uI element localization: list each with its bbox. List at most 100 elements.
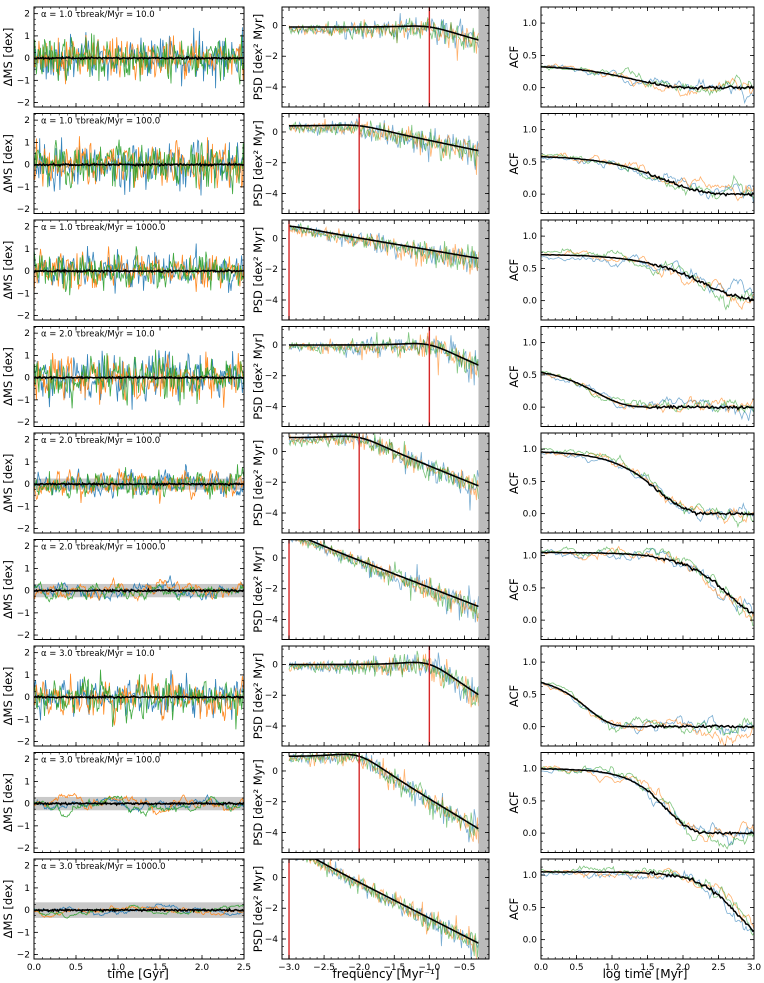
y-tick-label: 1	[24, 671, 30, 681]
timeseries-panel: −2 −1 0 1 2 0.0 0.5 1.0 1.5 2.0 2.5 α = 3.0 τbreak/…	[1, 858, 251, 973]
y-tick-label: 1	[24, 777, 30, 787]
psd-y-label: PSD [dex² Myr]	[251, 440, 265, 526]
y-tick-label: 0	[24, 54, 30, 64]
acf-mean-line	[541, 371, 754, 411]
acf-y-label: ACF	[507, 791, 521, 813]
panel-frame	[281, 326, 490, 427]
acf-mean-line	[541, 681, 754, 729]
row-7: −2 −1 0 1 2 α = 3.0 τbreak/Myr = 10.0 ΔMS [dex…	[1, 645, 755, 748]
acf-y-label: ACF	[507, 259, 521, 281]
acf-data	[541, 545, 754, 627]
blue-realization	[34, 575, 244, 602]
y-tick-label: 0.5	[523, 584, 537, 594]
green-psd	[288, 222, 479, 271]
timeseries-panel: −2 −1 0 1 2 α = 2.0 τbreak/Myr = 100.0 ΔMS [de…	[1, 432, 245, 535]
panel-frame	[33, 539, 245, 640]
y-tick-label: 0	[272, 873, 278, 883]
y-tick-label: 0	[24, 906, 30, 916]
y-tick-label: 1.0	[523, 126, 538, 136]
y-tick-label: −2	[265, 904, 278, 914]
acf-y-label: ACF	[507, 46, 521, 68]
y-tick-label: −2	[265, 478, 278, 488]
panel-frame	[33, 219, 245, 321]
y-tick-label: 2	[24, 862, 30, 872]
y-tick-label: 1	[24, 245, 30, 255]
panel-frame	[33, 6, 245, 108]
nyquist-shade	[478, 220, 489, 320]
orange-realization	[34, 136, 244, 190]
row-2: −2 −1 0 1 2 α = 1.0 τbreak/Myr = 100.0 ΔMS [de…	[1, 113, 755, 215]
acf-y-label: ACF	[507, 152, 521, 174]
y-tick-label: 0	[24, 693, 30, 703]
y-tick-label: −2	[17, 525, 30, 535]
blue-acf	[541, 450, 754, 523]
psd-panel: −4 −2 0 PSD [dex² Myr]	[251, 539, 490, 640]
y-tick-label: 1.0	[523, 232, 538, 242]
x-tick-label: 1.0	[111, 963, 126, 973]
green-realization	[34, 33, 244, 85]
psd-y-label: PSD [dex² Myr]	[251, 227, 265, 313]
y-tick-label: −1	[17, 715, 30, 725]
y-tick-label: 0	[272, 660, 278, 670]
green-psd	[289, 859, 479, 958]
psd-y-label: PSD [dex² Myr]	[251, 120, 265, 206]
y-tick-label: 2	[24, 223, 30, 233]
psd-data	[288, 113, 489, 214]
green-psd	[288, 752, 479, 838]
acf-data	[541, 152, 754, 205]
blue-acf	[541, 682, 754, 736]
green-psd	[289, 539, 479, 620]
acf-panel: 0.0 0.5 1.0 ACF	[507, 645, 755, 747]
y-tick-label: 0	[272, 234, 278, 244]
y-tick-label: −4	[265, 190, 279, 200]
timeseries-y-label: ΔMS [dex]	[1, 667, 15, 726]
x-tick-label: 1.5	[153, 963, 167, 973]
orange-acf	[541, 545, 754, 622]
blue-realization	[34, 243, 244, 294]
mean-line	[34, 694, 244, 701]
acf-data	[541, 447, 754, 529]
psd-data	[288, 539, 489, 640]
panel-annotation: α = 3.0 τbreak/Myr = 100.0	[41, 756, 160, 766]
blue-psd	[288, 433, 479, 511]
acf-mean-line	[541, 767, 754, 836]
psd-panel: −4 −2 0 PSD [dex² Myr]	[251, 326, 490, 427]
panel-frame	[281, 219, 490, 321]
y-tick-label: 0.5	[523, 797, 537, 807]
x-tick-label: 1.5	[640, 963, 654, 973]
orange-acf	[541, 249, 754, 311]
panel-frame	[33, 645, 245, 747]
x-tick-label: 0.0	[534, 963, 549, 973]
timeseries-panel: −2 −1 0 1 2 α = 1.0 τbreak/Myr = 10.0 ΔMS [dex…	[1, 6, 245, 109]
acf-mean-line	[541, 451, 754, 517]
acf-panel: 0.0 0.5 1.0 ACF	[507, 326, 755, 427]
timeseries-panel: −2 −1 0 1 2 α = 1.0 τbreak/Myr = 100.0 ΔMS [de…	[1, 113, 245, 215]
timeseries-panel: −2 −1 0 1 2 α = 2.0 τbreak/Myr = 1000.0 ΔMS [d…	[1, 539, 245, 641]
timeseries-data	[34, 243, 244, 296]
orange-realization	[34, 673, 244, 726]
acf-data	[541, 680, 754, 746]
y-tick-label: 0	[24, 267, 30, 277]
y-tick-label: 0.5	[523, 264, 537, 274]
timeseries-panel: −2 −1 0 1 2 α = 1.0 τbreak/Myr = 1000.0 ΔMS [d…	[1, 219, 245, 322]
psd-y-label: PSD [dex² Myr]	[251, 14, 265, 100]
y-tick-label: 0	[272, 341, 278, 351]
y-tick-label: 0.0	[523, 616, 538, 626]
nyquist-shade	[478, 326, 489, 427]
y-tick-label: −4	[265, 296, 279, 306]
y-tick-label: −2	[17, 738, 30, 748]
x-tick-label: 0.0	[27, 963, 42, 973]
psd-panel: −4 −2 0 PSD [dex² Myr]	[251, 645, 490, 747]
mean-line	[34, 161, 244, 168]
mean-line	[34, 907, 244, 914]
acf-panel: 0.0 0.5 1.0 ACF	[507, 432, 755, 534]
panel-frame	[281, 6, 490, 108]
y-tick-label: −1	[17, 502, 30, 512]
y-tick-label: 0.5	[523, 51, 537, 61]
nyquist-shade	[478, 859, 489, 959]
y-tick-label: −4	[265, 829, 279, 839]
green-psd	[288, 650, 479, 706]
psd-panel: −4 −2 0 PSD [dex² Myr]	[251, 6, 490, 108]
timeseries-data	[34, 792, 244, 818]
orange-psd	[288, 752, 479, 844]
